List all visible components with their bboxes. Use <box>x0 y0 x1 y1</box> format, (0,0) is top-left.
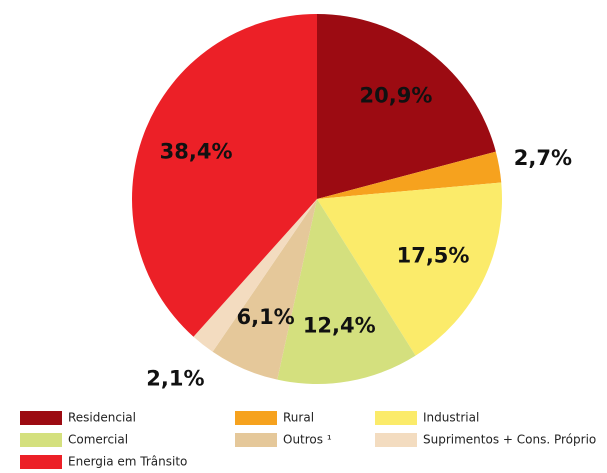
legend-label: Rural <box>283 411 314 425</box>
pie-slice <box>317 14 496 199</box>
value-label: 38,4% <box>160 140 233 164</box>
legend-label: Residencial <box>68 411 136 425</box>
value-label: 20,9% <box>360 83 433 107</box>
legend-swatch <box>20 455 62 469</box>
pie-slice <box>317 182 502 356</box>
pie-slice <box>212 199 317 380</box>
legend-label: Industrial <box>423 411 479 425</box>
legend-swatch <box>235 411 277 425</box>
value-label: 12,4% <box>303 314 376 338</box>
legend-swatch <box>375 433 417 447</box>
legend-label: Comercial <box>68 433 128 447</box>
legend-label: Suprimentos + Cons. Próprio <box>423 433 596 447</box>
legend-swatch <box>375 411 417 425</box>
legend-label: Energia em Trânsito <box>68 455 187 469</box>
value-label: 2,7% <box>514 146 572 170</box>
legend-swatch <box>235 433 277 447</box>
pie-slice <box>132 14 317 337</box>
legend-swatch <box>20 411 62 425</box>
value-label: 2,1% <box>146 366 204 390</box>
legend-label: Outros ¹ <box>283 433 332 447</box>
pie-slice <box>317 151 502 199</box>
value-label: 17,5% <box>397 243 470 267</box>
pie-slice <box>277 199 416 385</box>
value-label: 6,1% <box>236 305 294 329</box>
pie-slice <box>193 199 317 352</box>
legend-swatch <box>20 433 62 447</box>
